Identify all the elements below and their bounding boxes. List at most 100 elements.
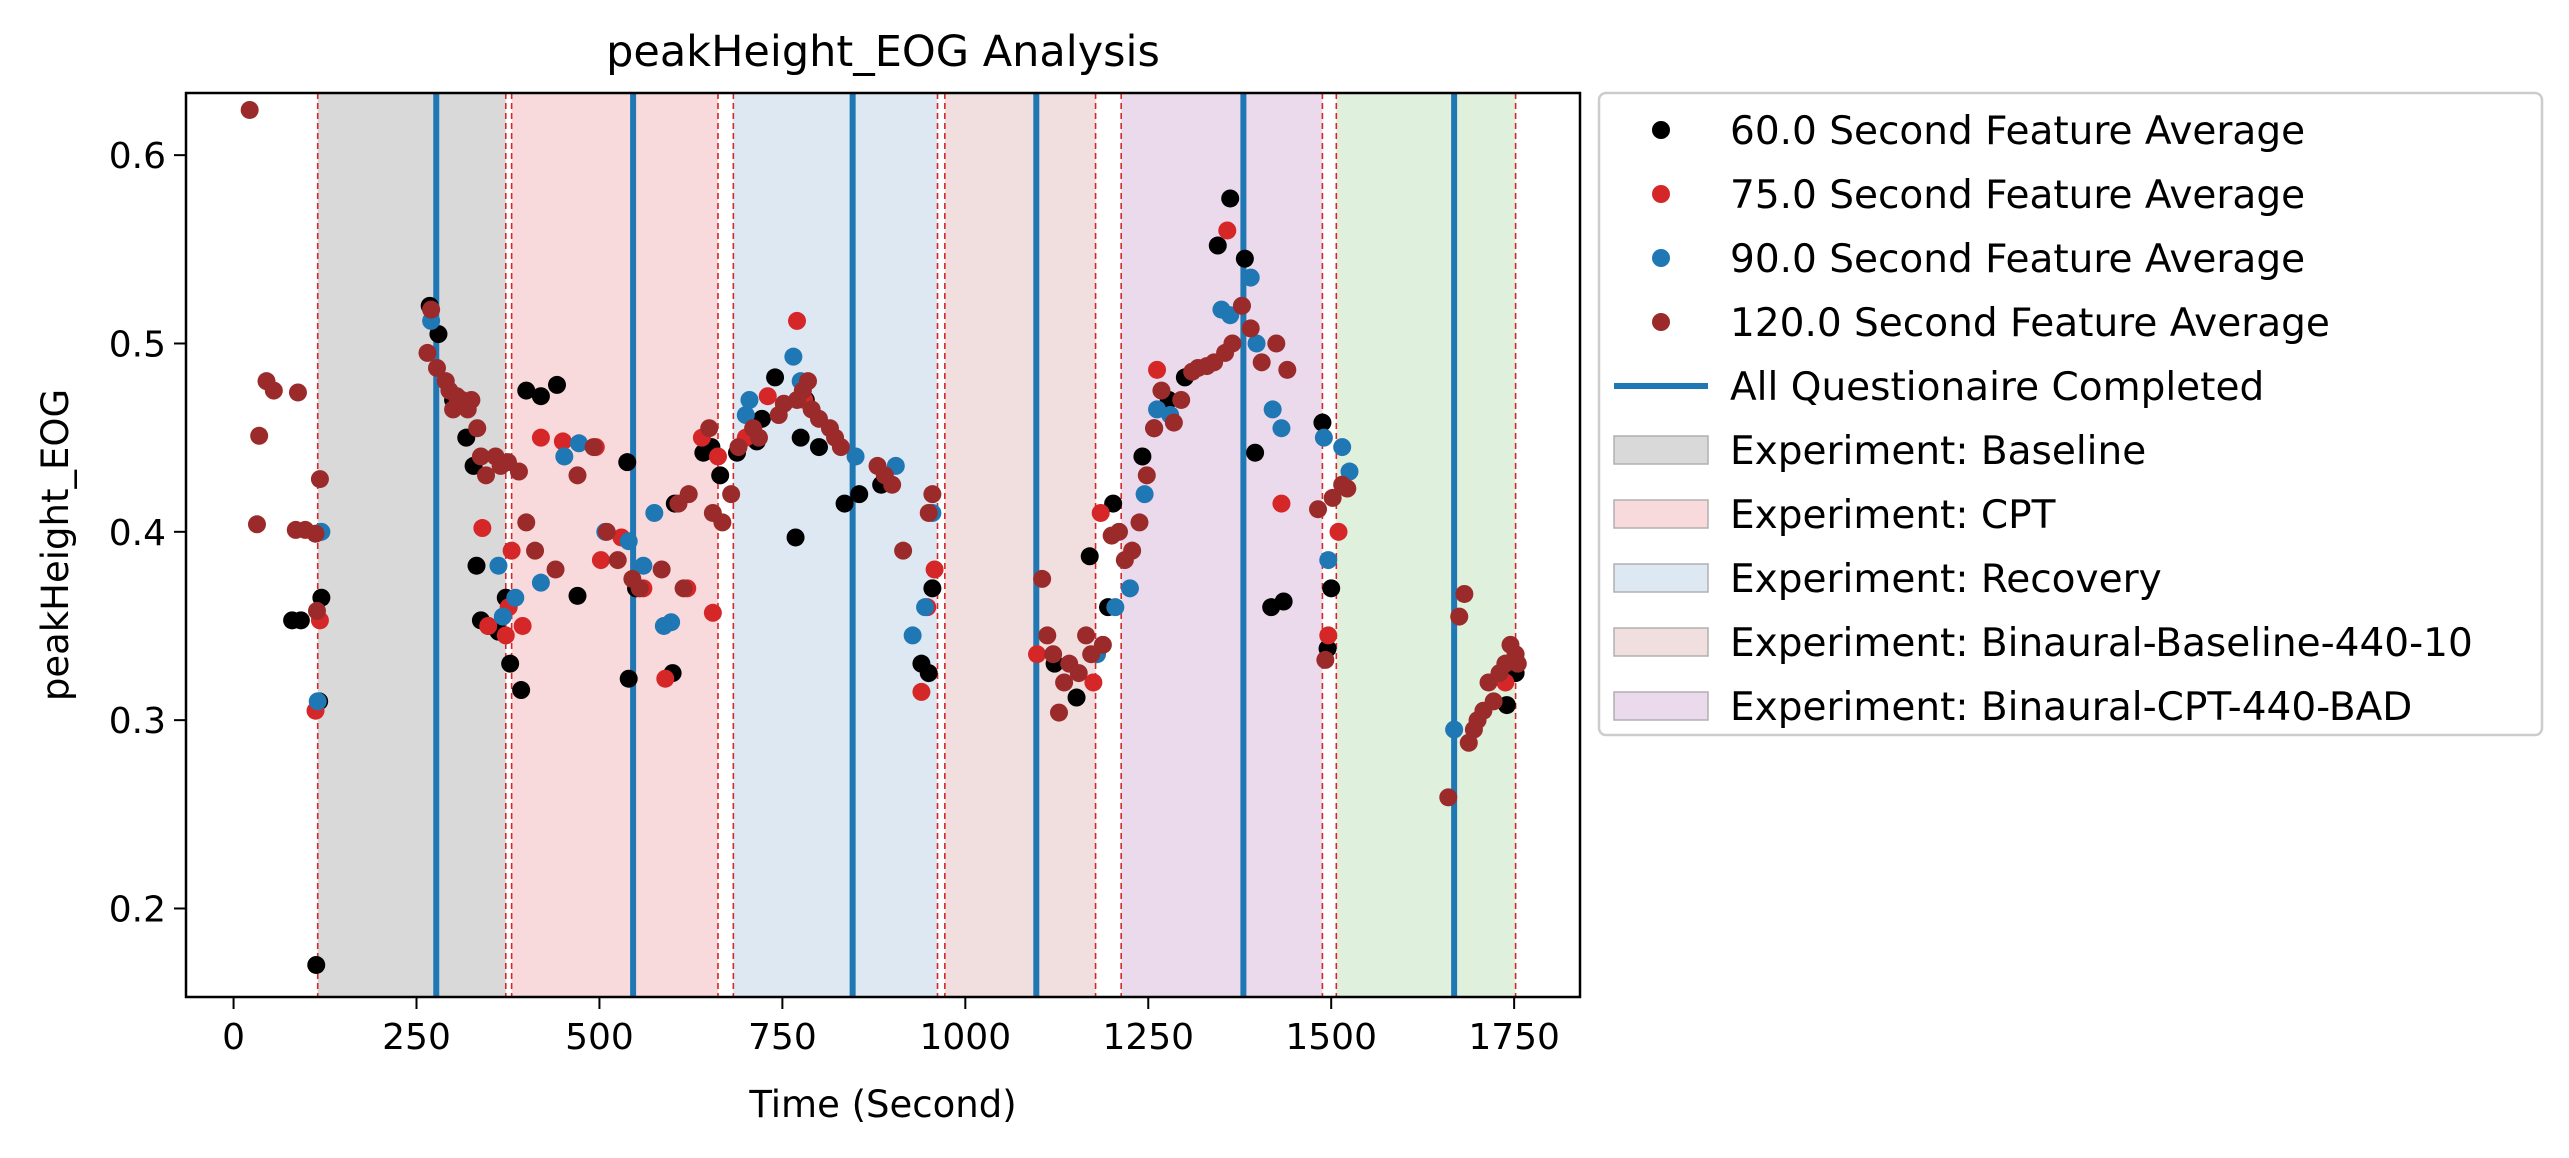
x-tick-label: 1500 xyxy=(1285,1017,1377,1058)
data-point xyxy=(919,503,938,522)
data-point xyxy=(568,466,587,485)
legend-patch xyxy=(1613,691,1709,721)
data-point xyxy=(569,434,588,453)
data-point xyxy=(418,343,437,362)
data-point xyxy=(506,588,525,607)
data-point xyxy=(247,515,266,534)
data-point xyxy=(288,383,307,402)
data-point xyxy=(1338,479,1357,498)
data-point xyxy=(1069,664,1088,683)
x-tick-label: 0 xyxy=(222,1017,245,1058)
data-point xyxy=(546,560,565,579)
data-point xyxy=(307,955,326,974)
legend-patch xyxy=(1613,499,1709,529)
data-point xyxy=(555,447,574,466)
data-point xyxy=(749,428,768,447)
data-point xyxy=(1247,334,1266,353)
x-axis-ticks: 0 250 500 750 1000 1250 1500 1750 xyxy=(222,997,1560,1058)
data-point xyxy=(791,428,810,447)
data-points xyxy=(240,100,1527,974)
legend-frame xyxy=(1597,91,2544,737)
data-point xyxy=(531,428,550,447)
phase-band xyxy=(317,93,506,997)
data-point xyxy=(1221,189,1240,208)
data-point xyxy=(722,485,741,504)
y-tick-label: 0.4 xyxy=(109,513,166,554)
data-point xyxy=(1333,438,1352,457)
phase-band xyxy=(511,93,718,997)
data-point xyxy=(509,462,528,481)
data-point xyxy=(662,613,681,632)
data-point xyxy=(1274,592,1293,611)
data-point xyxy=(1484,692,1503,711)
legend-label: 60.0 Second Feature Average xyxy=(1730,109,2305,154)
data-point xyxy=(1055,673,1074,692)
data-point xyxy=(496,626,515,645)
legend-label: 120.0 Second Feature Average xyxy=(1730,301,2330,346)
data-point xyxy=(788,311,807,330)
data-point xyxy=(1120,579,1139,598)
legend-marker xyxy=(1652,313,1670,331)
data-point xyxy=(1439,788,1458,807)
data-point xyxy=(1309,500,1328,519)
data-point xyxy=(1033,569,1052,588)
questionnaire-lines xyxy=(433,93,1458,997)
data-point xyxy=(831,438,850,457)
data-point xyxy=(553,432,572,451)
data-point xyxy=(548,375,567,394)
data-point xyxy=(1028,645,1047,664)
data-point xyxy=(531,387,550,406)
data-point xyxy=(584,438,603,457)
y-tick-label: 0.3 xyxy=(109,701,166,742)
data-point xyxy=(471,447,490,466)
data-point xyxy=(656,669,675,688)
data-point xyxy=(1313,413,1332,432)
x-tick-label: 500 xyxy=(565,1017,634,1058)
data-point xyxy=(1263,400,1282,419)
data-point xyxy=(703,603,722,622)
data-point xyxy=(1038,626,1057,645)
data-point xyxy=(846,447,865,466)
data-point xyxy=(1319,551,1338,570)
data-point xyxy=(923,579,942,598)
data-point xyxy=(1208,236,1227,255)
data-point xyxy=(1044,645,1063,664)
data-point xyxy=(1145,419,1164,438)
x-tick-label: 250 xyxy=(382,1017,451,1058)
legend-marker xyxy=(1652,249,1670,267)
x-tick-label: 750 xyxy=(748,1017,817,1058)
data-point xyxy=(1077,626,1096,645)
data-point xyxy=(729,438,748,457)
data-point xyxy=(1123,541,1142,560)
data-point xyxy=(1091,503,1110,522)
data-point xyxy=(1135,485,1154,504)
data-point xyxy=(1329,522,1348,541)
data-point xyxy=(308,692,327,711)
data-point xyxy=(1109,522,1128,541)
data-point xyxy=(1340,462,1359,481)
x-axis-label: Time (Second) xyxy=(748,1083,1016,1126)
data-point xyxy=(1232,296,1251,315)
data-point xyxy=(700,419,719,438)
data-point xyxy=(916,598,935,617)
data-point xyxy=(479,616,498,635)
data-point xyxy=(429,325,448,344)
data-point xyxy=(1246,443,1265,462)
legend-marker xyxy=(1652,185,1670,203)
data-point xyxy=(619,532,638,551)
legend-patch xyxy=(1613,563,1709,593)
data-point xyxy=(1314,428,1333,447)
data-point xyxy=(850,485,869,504)
data-point xyxy=(591,551,610,570)
data-point xyxy=(467,556,486,575)
x-tick-label: 1250 xyxy=(1102,1017,1194,1058)
chart-title: peakHeight_EOG Analysis xyxy=(606,27,1160,77)
data-point xyxy=(809,438,828,457)
data-point xyxy=(1164,413,1183,432)
data-point xyxy=(1084,673,1103,692)
data-point xyxy=(652,560,671,579)
data-point xyxy=(1278,360,1297,379)
data-point xyxy=(517,513,536,532)
y-tick-label: 0.6 xyxy=(109,136,166,177)
data-point xyxy=(1130,513,1149,532)
